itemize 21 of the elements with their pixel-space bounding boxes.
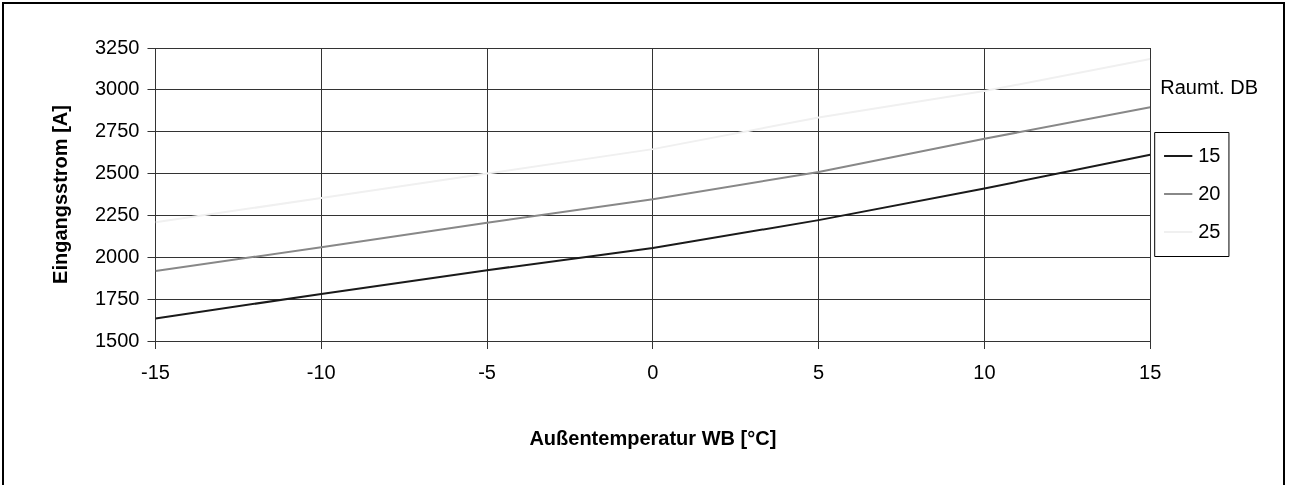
y-tick-label: 1750 — [94, 286, 140, 309]
legend-label: 25 — [1198, 219, 1221, 242]
y-tick-label: 3250 — [94, 35, 140, 58]
x-tick-label: -15 — [141, 360, 170, 383]
x-tick-label: -10 — [306, 360, 336, 383]
legend-title: Raumt. DB — [1160, 75, 1258, 98]
x-tick-label: 5 — [813, 360, 825, 383]
y-tick-label: 2500 — [94, 161, 140, 184]
y-tick-label: 2000 — [94, 244, 140, 267]
legend-label: 15 — [1198, 143, 1221, 166]
y-tick-label: 2750 — [94, 119, 140, 142]
y-tick-label: 3000 — [94, 77, 140, 100]
y-tick-label: 2250 — [94, 202, 140, 225]
y-tick-label: 1500 — [94, 328, 140, 351]
x-tick-label: 0 — [647, 360, 659, 383]
x-tick-label: 15 — [1139, 360, 1162, 383]
y-axis-title: Eingangsstrom [A] — [48, 105, 71, 284]
x-tick-label: -5 — [478, 360, 496, 383]
x-tick-label: 10 — [973, 360, 996, 383]
x-axis-title: Außentemperatur WB [°C] — [529, 426, 777, 449]
legend-label: 20 — [1198, 181, 1221, 204]
